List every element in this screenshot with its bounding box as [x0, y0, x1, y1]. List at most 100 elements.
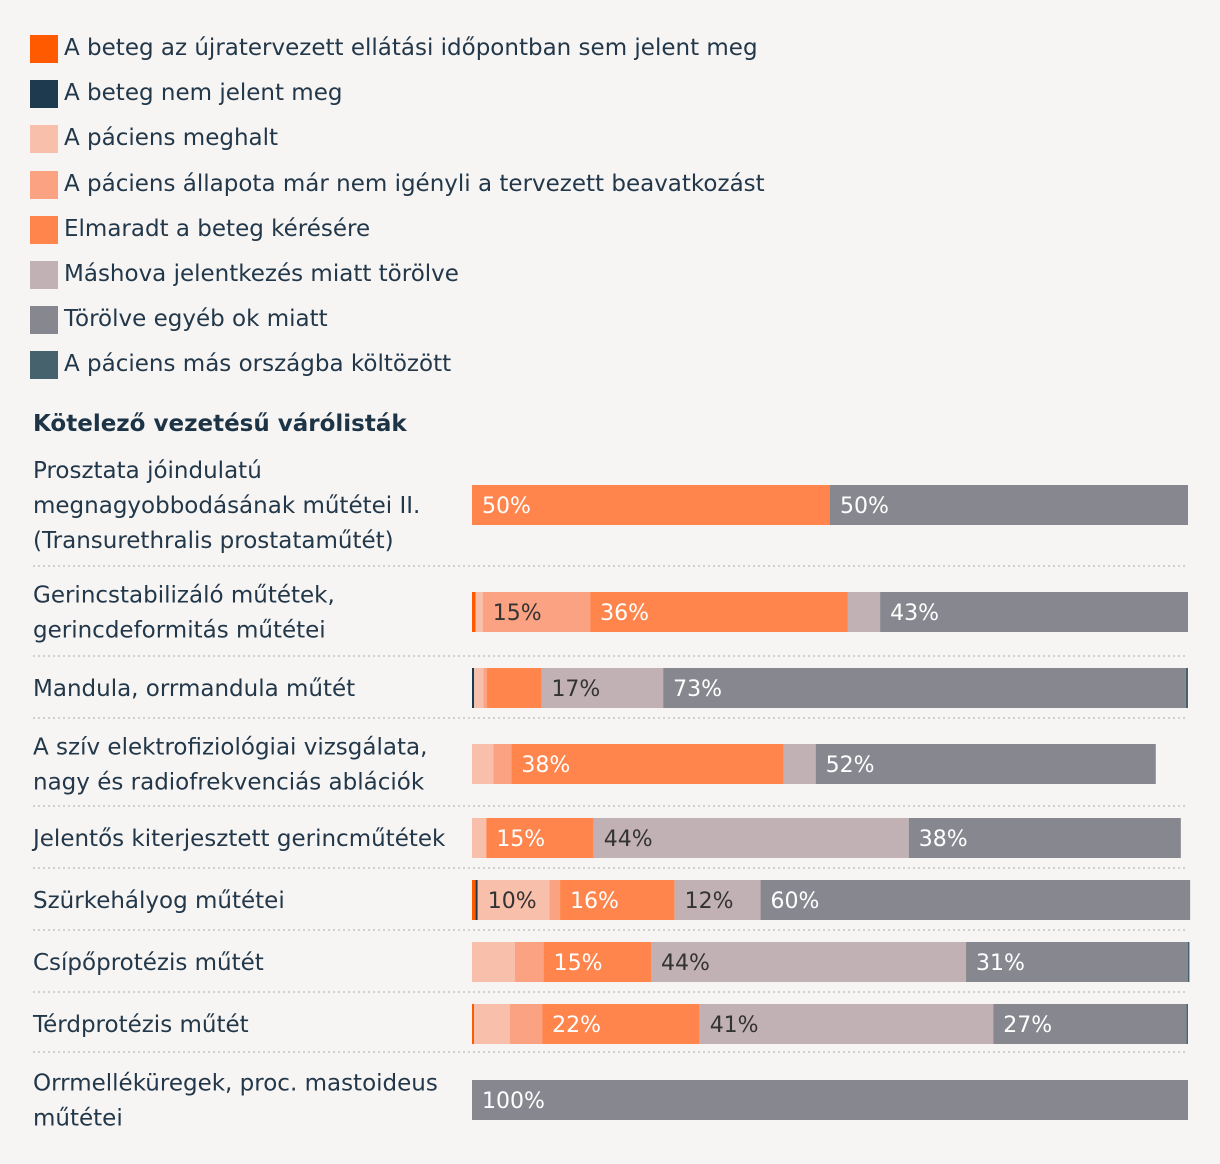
data-label: 44% — [661, 951, 710, 976]
bar-segment — [474, 1004, 510, 1044]
data-label: 12% — [685, 889, 734, 914]
row-label: Prosztata jóindulatú — [33, 458, 262, 484]
bar-segment — [475, 592, 483, 632]
bar-segment — [543, 942, 651, 982]
data-label: 31% — [976, 951, 1025, 976]
bar-segment — [486, 818, 594, 858]
bar-segment — [472, 818, 487, 858]
data-label: 50% — [482, 494, 531, 519]
legend-swatch — [30, 80, 58, 109]
bar-segment — [477, 880, 550, 920]
row-label: megnagyobbodásának műtétei II. — [33, 493, 420, 519]
bar-segment — [783, 744, 816, 784]
bar-segment — [760, 880, 1191, 920]
data-label: 60% — [771, 889, 820, 914]
legend-swatch — [30, 306, 58, 335]
data-label: 38% — [919, 827, 968, 852]
legend-swatch — [30, 170, 58, 199]
data-label: 36% — [600, 601, 649, 626]
data-label: 15% — [493, 601, 542, 626]
row-label: nagy és radiofrekvenciás ablációk — [33, 770, 425, 796]
bar-segment — [1185, 668, 1188, 708]
legend-label: A páciens állapota már nem igényli a ter… — [64, 170, 765, 197]
legend-label: Máshova jelentkezés miatt törölve — [64, 261, 459, 287]
bar-segment — [908, 818, 1181, 858]
data-label: 38% — [521, 753, 570, 778]
data-label: 10% — [488, 889, 537, 914]
bar-segment — [509, 1004, 543, 1044]
legend-swatch — [30, 215, 58, 244]
bar-segment — [487, 668, 542, 708]
bar-segment — [472, 1004, 475, 1044]
bar-segment — [651, 942, 967, 982]
bar-segment — [590, 592, 848, 632]
data-label: 41% — [710, 1013, 759, 1038]
bar-segment — [847, 592, 881, 632]
bar-segment — [560, 880, 675, 920]
row-label: műtétei — [33, 1106, 123, 1132]
bar-segment — [542, 1004, 700, 1044]
bar-segment — [474, 668, 484, 708]
bar-segment — [593, 818, 909, 858]
row-label: Jelentős kiterjesztett gerincműtétek — [31, 826, 446, 852]
data-label: 50% — [840, 494, 889, 519]
row-label: gerincdeformitás műtétei — [33, 618, 326, 644]
legend-label: A páciens meghalt — [64, 125, 279, 152]
legend-swatch — [30, 261, 58, 289]
bar-segment — [699, 1004, 994, 1044]
bar-segment — [830, 485, 1188, 525]
bar-segment — [815, 744, 1156, 784]
bar-segment — [674, 880, 761, 920]
bar-segment — [472, 592, 476, 632]
bar-segment — [472, 1080, 1188, 1120]
bar-segment — [1188, 942, 1190, 982]
legend-label: A páciens más országba költözött — [64, 351, 452, 378]
legend-label: A beteg az újratervezett ellátási időpon… — [64, 35, 758, 61]
bar-segment — [1186, 1004, 1188, 1044]
data-label: 100% — [482, 1089, 545, 1114]
bar-segment — [472, 668, 475, 708]
row-label: Orrmelléküregek, proc. mastoideus — [33, 1071, 438, 1097]
data-label: 22% — [552, 1013, 601, 1038]
bar-segment — [549, 880, 561, 920]
legend-swatch — [30, 125, 58, 154]
row-label: A szív elektrofiziológiai vizsgálata, — [33, 735, 427, 761]
bar-segment — [663, 668, 1186, 708]
bar-segment — [514, 942, 544, 982]
bar-segment — [475, 880, 478, 920]
bar-segment — [472, 744, 494, 784]
legend-swatch — [30, 35, 58, 63]
bar-segment — [472, 485, 830, 525]
row-label: (Transurethralis prostataműtét) — [33, 528, 394, 554]
legend-label: Törölve egyéb ok miatt — [64, 306, 328, 333]
legend-label: Elmaradt a beteg kérésére — [64, 215, 371, 242]
bar-segment — [993, 1004, 1187, 1044]
data-label: 43% — [890, 601, 939, 626]
legend-label: A beteg nem jelent meg — [64, 80, 343, 107]
bar-segment — [472, 880, 476, 920]
legend-swatch — [30, 351, 58, 380]
data-label: 27% — [1003, 1013, 1052, 1038]
data-label: 15% — [496, 827, 545, 852]
bar-segment — [966, 942, 1188, 982]
data-label: 73% — [673, 677, 722, 702]
bar-segment — [511, 744, 784, 784]
bar-segment — [880, 592, 1188, 632]
bar-segment — [472, 942, 515, 982]
data-label: 16% — [570, 889, 619, 914]
row-label: Térdprotézis műtét — [32, 1012, 249, 1038]
row-label: Gerincstabilizáló műtétek, — [33, 583, 335, 609]
bar-segment — [493, 744, 512, 784]
data-label: 17% — [551, 677, 600, 702]
row-label: Szürkehályog műtétei — [33, 888, 285, 914]
bar-segment — [483, 668, 488, 708]
bar-segment — [541, 668, 664, 708]
data-label: 44% — [604, 827, 653, 852]
row-label: Mandula, orrmandula műtét — [33, 676, 355, 702]
section-title: Kötelező vezetésű várólisták — [33, 411, 407, 437]
data-label: 52% — [826, 753, 875, 778]
data-label: 15% — [554, 951, 603, 976]
bar-segment — [482, 592, 591, 632]
row-label: Csípőprotézis műtét — [33, 950, 264, 976]
